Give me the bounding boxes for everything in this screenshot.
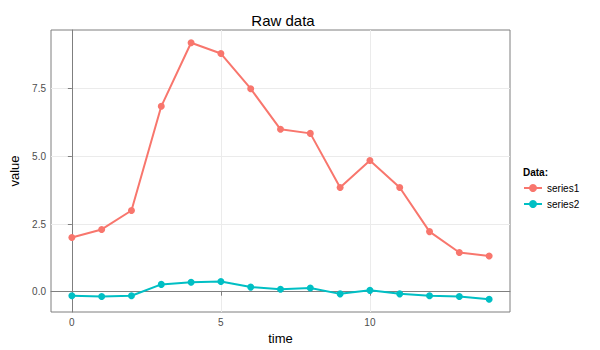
- svg-text:value: value: [7, 155, 22, 186]
- svg-text:time: time: [268, 331, 293, 346]
- svg-text:0.0: 0.0: [32, 286, 46, 297]
- svg-text:10: 10: [364, 317, 376, 328]
- svg-text:2.5: 2.5: [32, 219, 46, 230]
- svg-text:Raw data: Raw data: [251, 12, 315, 29]
- svg-text:series2: series2: [547, 199, 580, 210]
- svg-text:5.0: 5.0: [32, 151, 46, 162]
- svg-text:5: 5: [218, 317, 224, 328]
- svg-text:series1: series1: [547, 183, 580, 194]
- svg-text:7.5: 7.5: [32, 83, 46, 94]
- svg-text:0: 0: [69, 317, 75, 328]
- svg-text:Data:: Data:: [523, 167, 548, 178]
